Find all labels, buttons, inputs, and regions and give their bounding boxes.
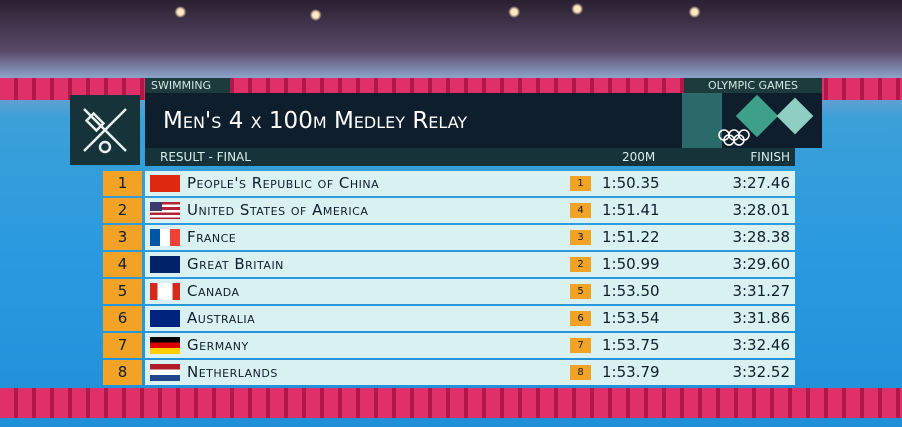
olympic-emblem xyxy=(682,93,814,148)
rank-cell: 3 xyxy=(103,225,142,250)
result-row: Great Britain 2 1:50.99 3:29.60 xyxy=(145,252,795,277)
country-flag xyxy=(150,364,180,381)
country-name: United States of America xyxy=(187,201,369,219)
country-flag xyxy=(150,283,180,300)
finish-time: 3:29.60 xyxy=(732,255,790,273)
arena-lights xyxy=(0,0,902,60)
rank-cell: 4 xyxy=(103,252,142,277)
finish-time: 3:28.38 xyxy=(732,228,790,246)
result-row: Australia 6 1:53.54 3:31.86 xyxy=(145,306,795,331)
split-rank: 6 xyxy=(570,311,591,326)
split-time: 1:50.35 xyxy=(602,174,660,192)
rank-cell: 1 xyxy=(103,171,142,196)
swimming-pictogram xyxy=(83,108,127,154)
result-row: France 3 1:51.22 3:28.38 xyxy=(145,225,795,250)
split-time: 1:53.75 xyxy=(602,336,660,354)
finish-time: 3:32.46 xyxy=(732,336,790,354)
title-bar xyxy=(145,93,822,148)
result-row: Germany 7 1:53.75 3:32.46 xyxy=(145,333,795,358)
finish-column-header: FINISH xyxy=(750,150,790,164)
country-name: Canada xyxy=(187,282,240,300)
lane-rope xyxy=(0,388,902,418)
subheader: RESULT - FINAL 200M FINISH xyxy=(145,148,795,166)
result-row: United States of America 4 1:51.41 3:28.01 xyxy=(145,198,795,223)
split-time: 1:53.50 xyxy=(602,282,660,300)
split-column-header: 200M xyxy=(622,150,656,164)
result-row: Netherlands 8 1:53.79 3:32.52 xyxy=(145,360,795,385)
country-name: Netherlands xyxy=(187,363,278,381)
rank-cell: 5 xyxy=(103,279,142,304)
rank-cell: 6 xyxy=(103,306,142,331)
finish-time: 3:28.01 xyxy=(732,201,790,219)
split-time: 1:50.99 xyxy=(602,255,660,273)
rank-cell: 7 xyxy=(103,333,142,358)
result-row: People's Republic of China 1 1:50.35 3:27.4… xyxy=(145,171,795,196)
split-rank: 4 xyxy=(570,203,591,218)
sport-logo xyxy=(70,95,140,165)
rank-cell: 8 xyxy=(103,360,142,385)
split-rank: 7 xyxy=(570,338,591,353)
sport-tab: SWIMMING xyxy=(145,78,230,93)
country-flag xyxy=(150,202,180,219)
split-rank: 2 xyxy=(570,257,591,272)
split-rank: 8 xyxy=(570,365,591,380)
country-flag xyxy=(150,256,180,273)
split-rank: 3 xyxy=(570,230,591,245)
country-flag xyxy=(150,229,180,246)
split-time: 1:51.41 xyxy=(602,201,660,219)
country-name: Great Britain xyxy=(187,255,284,273)
finish-time: 3:31.86 xyxy=(732,309,790,327)
split-time: 1:51.22 xyxy=(602,228,660,246)
country-flag xyxy=(150,310,180,327)
rank-cell: 2 xyxy=(103,198,142,223)
country-flag xyxy=(150,175,180,192)
finish-time: 3:31.27 xyxy=(732,282,790,300)
country-name: France xyxy=(187,228,237,246)
stage-label: RESULT - FINAL xyxy=(160,150,251,164)
split-time: 1:53.79 xyxy=(602,363,660,381)
split-rank: 5 xyxy=(570,284,591,299)
country-name: People's Republic of China xyxy=(187,174,380,192)
split-time: 1:53.54 xyxy=(602,309,660,327)
brand-tab: OLYMPIC GAMES xyxy=(684,78,822,93)
finish-time: 3:32.52 xyxy=(732,363,790,381)
result-row: Canada 5 1:53.50 3:31.27 xyxy=(145,279,795,304)
country-name: Australia xyxy=(187,309,256,327)
event-title: Men's 4 x 100m Medley Relay xyxy=(163,108,468,134)
country-name: Germany xyxy=(187,336,249,354)
country-flag xyxy=(150,337,180,354)
split-rank: 1 xyxy=(570,176,591,191)
finish-time: 3:27.46 xyxy=(732,174,790,192)
